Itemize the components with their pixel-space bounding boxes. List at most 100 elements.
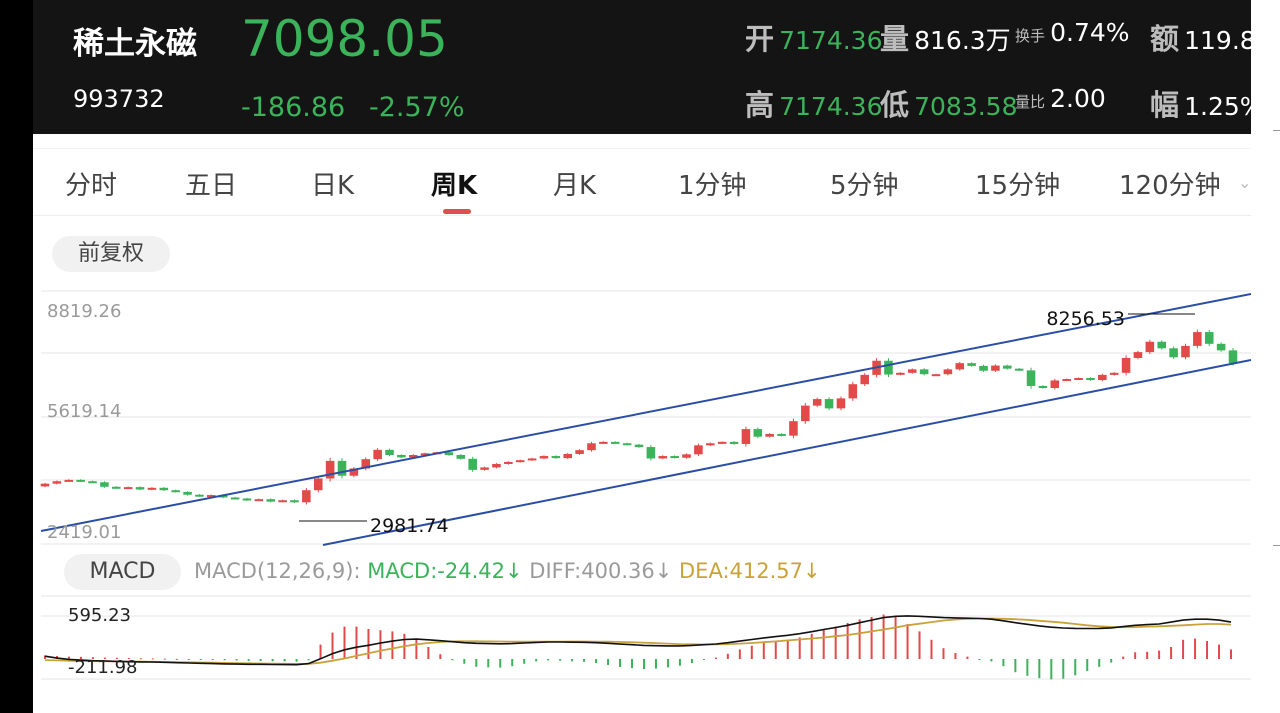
macd-legend: MACD(12,26,9): MACD:-24.42↓ DIFF:400.36↓… [194,559,821,583]
adjust-button[interactable]: 前复权 [52,236,170,272]
candle-down [183,491,192,495]
stat-low: 低 7083.58 [880,82,1018,124]
macd-bar-up [738,649,741,659]
candle-down [646,447,656,459]
macd-bar-up [343,626,346,659]
candle-down [171,490,180,493]
tab-5min[interactable]: 5分钟 [830,171,899,201]
macd-chart: 595.23 -211.98 [44,605,1232,680]
macd-bar-down [1086,659,1089,671]
last-price: 7098.05 [241,10,448,68]
macd-bar-up [44,655,46,659]
candle-up [64,479,74,482]
candle-series [40,329,1238,505]
channel-upper-line [40,293,1251,532]
macd-bar-up [798,637,801,659]
macd-bar-up [1182,639,1185,659]
stat-amplitude: 幅 1.25% [1150,82,1251,124]
tab-120min[interactable]: 120分钟 [1119,171,1221,201]
diff-line [44,615,1232,666]
candle-up [1193,332,1202,346]
macd-bar-down [271,659,274,662]
candle-up [325,460,335,479]
candle-up [147,487,157,490]
indicator-button[interactable]: MACD [64,554,181,590]
macd-bar-up [367,629,370,659]
macd-bar-up [79,656,82,659]
tab-weekly-k[interactable]: 周K [431,171,478,201]
macd-bar-down [1110,659,1113,663]
macd-bar-down [595,659,598,664]
macd-bar-up [834,626,837,659]
macd-bar-up [103,657,106,659]
macd-bar-up [870,617,873,659]
macd-bar-down [235,659,238,661]
candle-up [765,433,774,437]
macd-bar-down [511,659,514,667]
macd-bar-down [1050,659,1053,680]
stat-high-value: 7174.36 [779,92,883,121]
active-tab-indicator [443,209,471,214]
candle-up [40,483,50,487]
stat-amplitude-label: 幅 [1150,88,1180,122]
tab-daily-k[interactable]: 日K [311,171,355,201]
candle-up [123,487,133,490]
candle-down [729,441,739,444]
tab-1min[interactable]: 1分钟 [678,171,747,201]
macd-bar-down [702,659,705,660]
macd-bar-up [954,653,957,659]
price-annotations: 8256.53 2981.74 [299,308,1195,537]
stat-amount: 额 119.8 [1150,16,1251,58]
macd-bar-down [463,659,466,664]
stat-high: 高 7174.36 [745,82,883,124]
macd-bar-up [978,659,981,660]
macd-bar-down [559,659,562,661]
macd-bar-down [307,659,310,661]
tab-monthly-k[interactable]: 月K [553,171,597,201]
candle-down [397,455,406,458]
candle-up [812,399,822,406]
macd-bar-up [822,629,825,659]
macd-bar-up [175,658,178,660]
candle-down [1038,385,1048,389]
candle-down [230,497,240,500]
stat-turnover-label: 换手 [1015,27,1046,45]
stat-turnover-value: 0.74% [1050,18,1130,47]
price-axis-label: 2419.01 [47,522,121,543]
candle-down [1026,370,1036,386]
macd-bar-up [1122,656,1125,659]
candle-up [848,384,858,399]
kline-chart: 8256.53 2981.74 8819.26 5619.14 2419.01 595… [40,290,1251,680]
tab-five-day[interactable]: 五日 [185,171,238,201]
macd-bar-up [858,619,861,659]
candle-down [290,500,299,503]
macd-bar-up [726,653,729,659]
macd-bar-down [487,659,490,668]
candle-down [266,499,275,502]
candle-down [670,456,679,459]
macd-bar-up [714,657,717,659]
candle-up [349,468,359,476]
tab-intraday[interactable]: 分时 [65,171,118,201]
macd-bar-down [283,659,286,662]
macd-bar-down [607,659,610,665]
macd-bar-down [990,659,993,662]
candle-down [979,365,988,371]
candle-down [444,452,454,456]
candle-up [587,443,596,451]
macd-bar-up [942,648,945,659]
app-window: 稀土永磁 993732 7098.05 -186.86 -2.57% 开 717… [33,0,1251,713]
candle-down [88,481,97,484]
candle-up [527,458,537,461]
candle-up [409,455,418,458]
stat-volume-label: 量 [880,22,910,56]
candle-up [741,429,751,444]
candle-up [313,478,323,491]
candle-down [456,455,466,459]
macd-bar-up [786,639,789,659]
tab-15min[interactable]: 15分钟 [975,171,1061,201]
candle-down [100,482,109,487]
chevron-down-icon[interactable]: ⌄ [1238,173,1251,192]
candle-down [1157,341,1166,349]
candle-up [943,369,953,375]
